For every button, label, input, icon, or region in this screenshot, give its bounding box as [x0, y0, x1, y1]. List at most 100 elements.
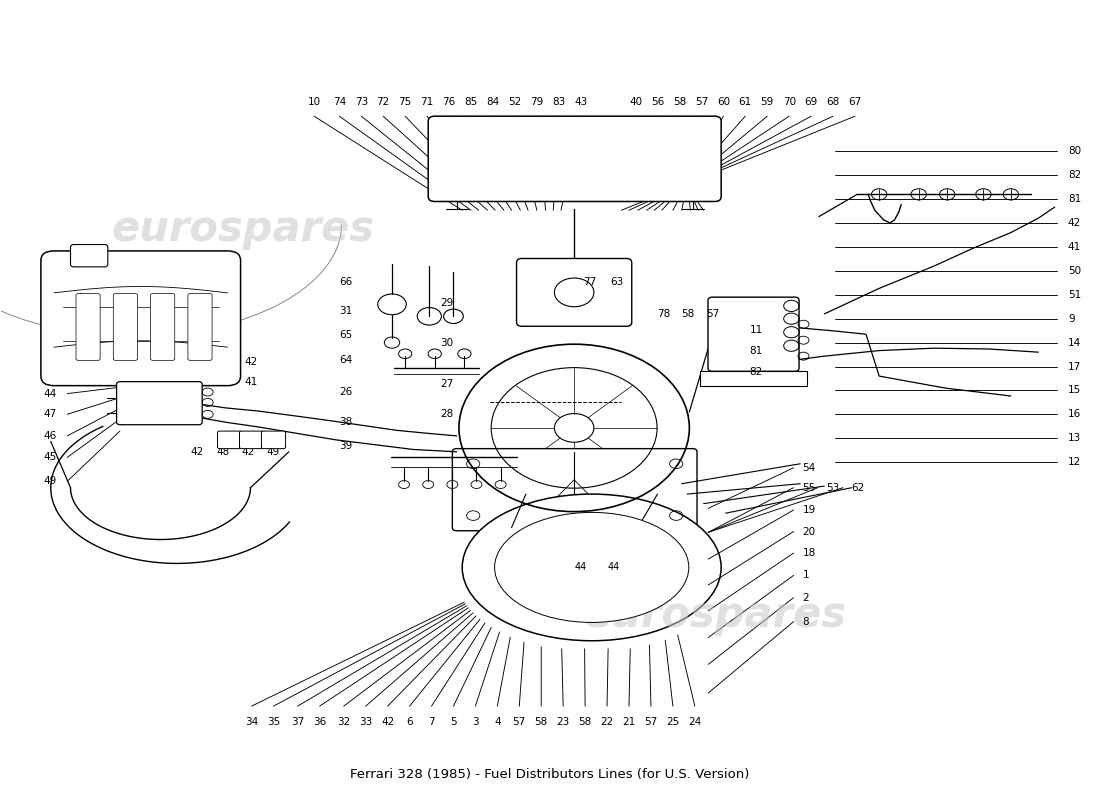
Text: 61: 61: [739, 97, 752, 106]
Text: 45: 45: [43, 452, 56, 462]
Text: 30: 30: [440, 338, 453, 347]
Text: 63: 63: [610, 277, 624, 287]
Text: 70: 70: [782, 97, 795, 106]
Text: 80: 80: [1068, 146, 1081, 156]
Text: 41: 41: [245, 378, 258, 387]
Text: 71: 71: [420, 97, 433, 106]
Text: 64: 64: [339, 355, 353, 365]
FancyBboxPatch shape: [240, 431, 264, 449]
Text: 62: 62: [851, 482, 865, 493]
FancyBboxPatch shape: [70, 245, 108, 267]
Text: 68: 68: [826, 97, 839, 106]
Text: 48: 48: [217, 447, 230, 457]
Text: 60: 60: [717, 97, 730, 106]
Text: 44: 44: [43, 389, 56, 398]
Text: 58: 58: [535, 718, 548, 727]
FancyBboxPatch shape: [117, 382, 202, 425]
Text: 57: 57: [513, 718, 526, 727]
Text: 72: 72: [376, 97, 389, 106]
Text: 76: 76: [442, 97, 455, 106]
Text: 49: 49: [43, 476, 56, 486]
Text: 66: 66: [339, 277, 353, 287]
Text: 52: 52: [508, 97, 521, 106]
FancyBboxPatch shape: [701, 370, 806, 386]
Text: 82: 82: [750, 367, 763, 377]
Text: 26: 26: [339, 387, 353, 397]
Text: 32: 32: [337, 718, 350, 727]
Text: 58: 58: [579, 718, 592, 727]
Text: 50: 50: [1068, 266, 1081, 276]
Text: 42: 42: [1068, 218, 1081, 228]
Text: 43: 43: [574, 97, 587, 106]
Text: 21: 21: [623, 718, 636, 727]
Text: eurospares: eurospares: [583, 594, 846, 636]
Text: 12: 12: [1068, 457, 1081, 467]
Text: 49: 49: [267, 447, 280, 457]
Text: 74: 74: [332, 97, 346, 106]
Text: 81: 81: [1068, 194, 1081, 204]
Text: 4: 4: [494, 718, 501, 727]
FancyBboxPatch shape: [151, 294, 175, 360]
FancyBboxPatch shape: [113, 294, 138, 360]
Text: 78: 78: [658, 309, 671, 319]
Text: 67: 67: [848, 97, 861, 106]
FancyBboxPatch shape: [428, 116, 722, 202]
Text: 42: 42: [245, 357, 258, 366]
Text: eurospares: eurospares: [111, 207, 374, 250]
FancyBboxPatch shape: [41, 251, 241, 386]
FancyBboxPatch shape: [76, 294, 100, 360]
Text: 29: 29: [440, 298, 453, 308]
Text: 42: 42: [190, 447, 204, 457]
Text: 42: 42: [381, 718, 394, 727]
Text: 6: 6: [406, 718, 412, 727]
Text: 1: 1: [802, 570, 808, 580]
FancyBboxPatch shape: [517, 258, 631, 326]
Text: 23: 23: [557, 718, 570, 727]
Text: 22: 22: [601, 718, 614, 727]
Text: 44: 44: [607, 562, 619, 573]
Text: 33: 33: [359, 718, 372, 727]
Text: 27: 27: [440, 379, 453, 389]
Text: 84: 84: [486, 97, 499, 106]
Text: 69: 69: [804, 97, 817, 106]
FancyBboxPatch shape: [188, 294, 212, 360]
Text: 56: 56: [651, 97, 664, 106]
Text: 41: 41: [1068, 242, 1081, 252]
Text: 77: 77: [583, 277, 596, 287]
FancyBboxPatch shape: [218, 431, 242, 449]
Text: 16: 16: [1068, 410, 1081, 419]
Text: 54: 54: [802, 462, 815, 473]
Ellipse shape: [495, 513, 689, 622]
FancyBboxPatch shape: [452, 449, 697, 530]
Ellipse shape: [462, 494, 722, 641]
Text: 18: 18: [802, 548, 815, 558]
Text: 40: 40: [629, 97, 642, 106]
Text: 19: 19: [802, 505, 815, 515]
Text: 3: 3: [472, 718, 478, 727]
Text: 81: 81: [750, 346, 763, 355]
Text: 34: 34: [245, 718, 258, 727]
Text: 38: 38: [339, 418, 353, 427]
FancyBboxPatch shape: [708, 297, 799, 371]
Text: 7: 7: [428, 718, 435, 727]
Text: 9: 9: [1068, 314, 1075, 324]
Text: 85: 85: [464, 97, 477, 106]
Text: 58: 58: [682, 309, 695, 319]
Text: 82: 82: [1068, 170, 1081, 180]
Text: 79: 79: [530, 97, 543, 106]
Text: 31: 31: [339, 306, 353, 316]
Text: 10: 10: [308, 97, 321, 106]
Text: 5: 5: [450, 718, 456, 727]
Text: 57: 57: [645, 718, 658, 727]
Text: 20: 20: [802, 526, 815, 537]
Text: Ferrari 328 (1985) - Fuel Distributors Lines (for U.S. Version): Ferrari 328 (1985) - Fuel Distributors L…: [350, 768, 750, 781]
Text: 42: 42: [242, 447, 255, 457]
Text: 24: 24: [689, 718, 702, 727]
Text: 36: 36: [314, 718, 327, 727]
Text: 59: 59: [760, 97, 774, 106]
Text: 35: 35: [267, 718, 280, 727]
FancyBboxPatch shape: [262, 431, 286, 449]
Text: 15: 15: [1068, 386, 1081, 395]
Text: 28: 28: [440, 410, 453, 419]
Text: 83: 83: [552, 97, 565, 106]
